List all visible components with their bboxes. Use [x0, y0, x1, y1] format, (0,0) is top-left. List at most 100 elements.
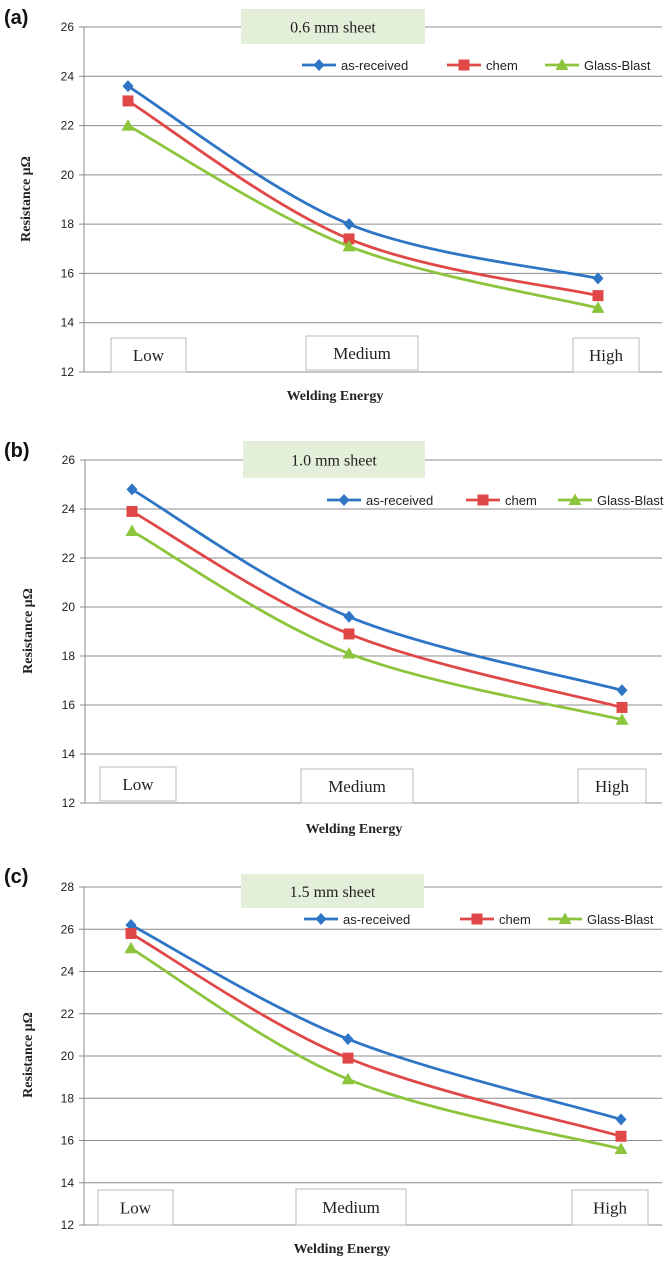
legend-marker — [477, 494, 489, 506]
x-tick-label: Medium — [328, 777, 386, 796]
series-as-received — [125, 919, 627, 1126]
legend-item: chem — [460, 912, 531, 927]
data-point-marker — [615, 713, 629, 725]
y-tick-label: 18 — [61, 1091, 75, 1105]
series-chem — [122, 95, 604, 302]
data-point-marker — [125, 919, 137, 932]
y-axis-label: Resistance μΩ — [21, 588, 36, 674]
x-category-box-frame — [572, 337, 640, 373]
x-category-box-frame — [577, 768, 647, 804]
x-category-box: Low — [99, 766, 177, 802]
legend-marker — [315, 913, 327, 925]
x-category-box-frame — [300, 768, 414, 804]
y-tick-label: 24 — [61, 965, 75, 979]
data-point-marker — [343, 610, 355, 623]
legend-label: chem — [505, 493, 537, 508]
series-as-received — [126, 483, 628, 697]
legend-marker — [568, 493, 582, 505]
data-point-marker — [125, 524, 139, 537]
y-tick-label: 14 — [61, 316, 75, 330]
y-tick-label: 24 — [61, 69, 75, 83]
legend-marker — [471, 913, 483, 925]
data-point-marker — [615, 1130, 627, 1142]
chart-title-box: 1.0 mm sheet — [243, 441, 425, 478]
legend-item: as-received — [304, 912, 410, 927]
x-tick-label: High — [593, 1199, 628, 1218]
legend-label: Glass-Blast — [584, 58, 651, 73]
legend-label: as-received — [366, 493, 433, 508]
data-point-marker — [343, 233, 355, 245]
y-tick-label: 26 — [62, 453, 76, 467]
y-tick-label: 18 — [62, 649, 76, 663]
y-tick-label: 22 — [61, 119, 75, 133]
x-tick-label: Medium — [322, 1198, 380, 1217]
data-point-marker — [124, 941, 138, 954]
x-category-box-frame — [305, 335, 419, 371]
legend-label: chem — [486, 58, 518, 73]
data-point-marker — [126, 505, 138, 517]
y-tick-label: 12 — [61, 365, 75, 379]
data-point-marker — [126, 483, 138, 496]
legend-item: as-received — [302, 58, 408, 73]
legend-label: Glass-Blast — [597, 493, 664, 508]
x-tick-label: Low — [122, 775, 154, 794]
data-point-marker — [615, 1113, 627, 1126]
y-tick-label: 20 — [61, 1049, 75, 1063]
data-point-marker — [592, 272, 604, 285]
legend-item: Glass-Blast — [545, 58, 651, 73]
series-as-received — [122, 80, 604, 285]
panel-label: (a) — [4, 7, 28, 29]
x-category-box: High — [571, 1189, 649, 1226]
y-tick-label: 22 — [61, 1007, 75, 1021]
y-tick-label: 16 — [62, 698, 76, 712]
x-category-box: Low — [110, 337, 187, 373]
y-tick-label: 22 — [62, 551, 76, 565]
chart-title-box: 1.5 mm sheet — [241, 874, 424, 908]
y-tick-label: 24 — [62, 502, 76, 516]
data-point-marker — [592, 290, 604, 302]
gridlines — [79, 886, 662, 1226]
data-point-marker — [616, 684, 628, 697]
chart-title: 1.5 mm sheet — [290, 884, 376, 901]
legend: as-received chem Glass-Blast — [302, 58, 651, 73]
series-chem — [126, 505, 628, 713]
series-glass-blast — [121, 119, 605, 313]
x-axis-label: Welding Energy — [294, 1242, 391, 1257]
data-point-marker — [122, 95, 134, 107]
data-point-marker — [616, 701, 628, 713]
legend-item: chem — [447, 58, 518, 73]
y-tick-label: 18 — [61, 217, 75, 231]
legend-marker — [558, 912, 572, 924]
legend-marker — [555, 58, 569, 70]
legend-label: Glass-Blast — [587, 912, 654, 927]
x-category-box-frame — [571, 1189, 649, 1226]
y-tick-label: 26 — [61, 922, 75, 936]
legend: as-received chem Glass-Blast — [327, 493, 664, 508]
x-tick-label: Medium — [333, 344, 391, 363]
series-line — [127, 124, 599, 310]
x-category-box-frame — [110, 337, 187, 373]
chart-panel-c: 12 14 16 18 20 22 24 26 28 Low Medium High as-receiv… — [4, 866, 662, 1257]
legend-label: chem — [499, 912, 531, 927]
series-line — [131, 488, 623, 692]
chart-title-background — [243, 441, 425, 478]
chart-title: 1.0 mm sheet — [291, 453, 377, 470]
chart-panel-a: 12 14 16 18 20 22 24 26 Low Medium High as-received… — [4, 7, 662, 404]
legend-marker — [458, 59, 470, 71]
x-category-box-frame — [97, 1189, 174, 1226]
y-tick-label: 12 — [61, 1218, 75, 1232]
series-line — [131, 510, 623, 709]
legend-label: as-received — [341, 58, 408, 73]
legend-marker — [338, 494, 350, 506]
x-category-box: Medium — [295, 1188, 407, 1226]
data-point-marker — [342, 1052, 354, 1064]
chart-panel-b: 12 14 16 18 20 22 24 26 Low Medium High as-received… — [4, 440, 664, 837]
x-category-box: Low — [97, 1189, 174, 1226]
chart-title-background — [241, 9, 425, 44]
x-axis-label: Welding Energy — [306, 822, 403, 837]
x-tick-label: Low — [133, 346, 165, 365]
y-tick-label: 26 — [61, 20, 75, 34]
panel-label: (c) — [4, 866, 28, 888]
x-tick-label: High — [595, 777, 630, 796]
legend: as-received chem Glass-Blast — [304, 912, 654, 927]
